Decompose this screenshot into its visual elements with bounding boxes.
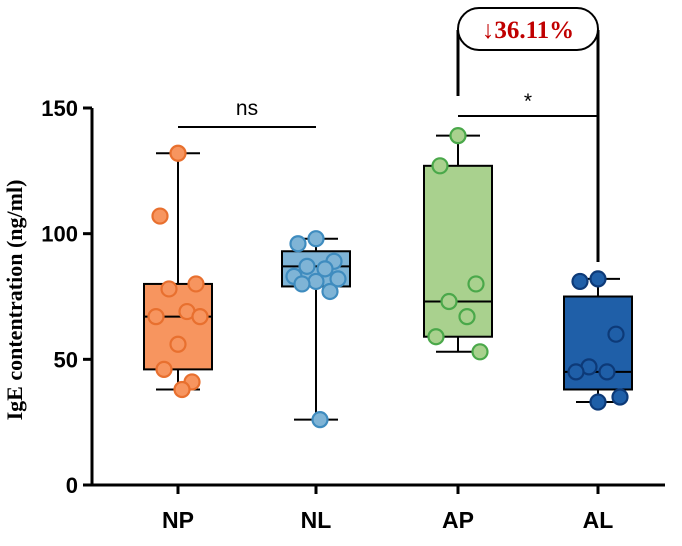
point-ap-6	[471, 343, 489, 361]
annotations: ns * ↓36.11%	[178, 7, 600, 262]
point-np-7	[169, 335, 187, 353]
point-ap-3	[440, 292, 458, 311]
y-tick-label-100: 100	[41, 222, 78, 247]
point-np-1	[151, 207, 169, 225]
axes: 0 50 100 150 NP NL AP AL	[41, 96, 665, 533]
point-np-3	[160, 280, 178, 298]
x-tick-label-AP: AP	[442, 507, 474, 533]
point-al-7	[589, 393, 607, 411]
point-nl-10	[311, 411, 329, 429]
point-np-6	[191, 308, 209, 326]
point-nl-1	[289, 235, 307, 253]
point-nl-7	[307, 272, 325, 291]
point-al-5	[567, 363, 585, 381]
point-np-8	[155, 360, 173, 378]
box-np	[143, 282, 213, 371]
comparison-label-1: *	[524, 90, 532, 113]
y-axis-label: IgE contentration (ng/ml)	[2, 180, 27, 421]
boxes	[143, 134, 633, 421]
x-tick-label-NP: NP	[162, 507, 194, 533]
y-tick-label-50: 50	[54, 347, 78, 372]
point-np-0	[169, 144, 187, 162]
point-al-1	[571, 272, 589, 291]
comparison-label-0: ns	[236, 97, 258, 120]
point-al-2	[607, 325, 625, 343]
point-ap-2	[467, 275, 485, 293]
x-tick-label-AL: AL	[583, 507, 614, 533]
point-al-0	[589, 270, 607, 288]
point-nl-0	[307, 230, 325, 248]
data-points	[147, 127, 629, 429]
point-nl-8	[293, 275, 311, 293]
point-nl-9	[321, 282, 339, 301]
box-ap	[423, 164, 493, 338]
point-np-2	[187, 275, 205, 293]
point-al-4	[598, 363, 616, 381]
point-ap-0	[449, 127, 467, 145]
point-ap-1	[431, 157, 449, 175]
annotation-pill	[457, 7, 599, 51]
point-al-6	[611, 388, 629, 406]
y-tick-label-0: 0	[66, 473, 78, 498]
y-tick-label-150: 150	[41, 96, 78, 121]
point-nl-4	[316, 260, 334, 278]
annotation-text: ↓36.11%	[482, 17, 574, 44]
point-nl-3	[298, 257, 316, 275]
point-ap-4	[458, 308, 476, 326]
x-tick-label-NL: NL	[301, 507, 332, 533]
point-ap-5	[427, 328, 445, 346]
point-nl-6	[329, 270, 347, 288]
point-np-5	[147, 308, 165, 326]
point-np-10	[173, 380, 191, 399]
